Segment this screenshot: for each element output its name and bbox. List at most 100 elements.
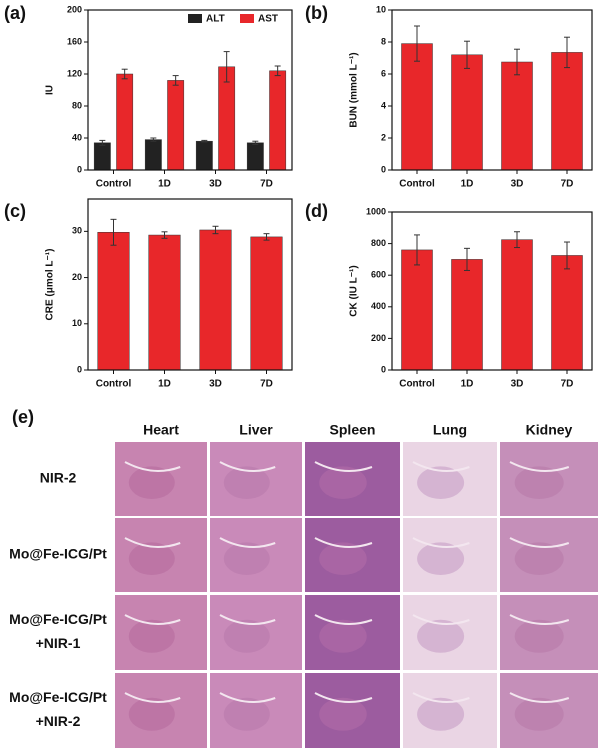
column-header: Spleen — [330, 422, 376, 438]
x-tick-label: 1D — [461, 379, 474, 390]
bar — [501, 239, 533, 371]
y-tick-label: 6 — [381, 68, 386, 78]
y-tick-label: 10 — [376, 4, 386, 14]
bar — [451, 54, 483, 171]
bar — [144, 139, 162, 171]
y-tick-label: 0 — [77, 164, 82, 174]
bar — [246, 142, 264, 171]
error-bar — [110, 218, 117, 246]
x-tick-label: 1D — [158, 179, 171, 190]
tissue-vessel — [124, 614, 181, 625]
tissue-texture — [514, 466, 564, 499]
error-bar — [564, 36, 570, 69]
error-bar — [464, 40, 470, 69]
y-axis-label: CRE (μmol L⁻¹) — [45, 249, 56, 321]
bar — [167, 80, 185, 171]
plot-frame — [391, 9, 593, 171]
tissue-texture — [417, 542, 465, 575]
panel-label: (a) — [4, 3, 26, 23]
row-label: Mo@Fe-ICG/Pt — [9, 546, 107, 562]
tissue-texture — [223, 542, 270, 575]
y-tick-label: 600 — [371, 270, 386, 280]
y-tick-label: 2 — [381, 132, 386, 142]
error-bar — [263, 233, 270, 241]
tissue-vessel — [124, 461, 181, 472]
y-tick-label: 1000 — [366, 206, 386, 216]
tissue-vessel — [509, 537, 570, 548]
column-header: Lung — [433, 422, 467, 438]
tissue-texture — [319, 697, 367, 731]
y-axis-label: IU — [45, 85, 56, 95]
bar — [195, 140, 213, 171]
bar — [451, 259, 483, 371]
error-bar — [150, 137, 157, 142]
error-bar — [99, 139, 106, 146]
legend-label: ALT — [206, 14, 225, 25]
tissue-vessel — [314, 692, 373, 703]
y-tick-label: 40 — [72, 132, 82, 142]
y-tick-label: 400 — [371, 301, 386, 311]
y-tick-label: 4 — [381, 100, 386, 110]
tissue-vessel — [412, 614, 470, 625]
tissue-texture — [128, 697, 175, 731]
panel-label: (c) — [4, 201, 26, 221]
tissue-vessel — [219, 692, 276, 703]
bar — [199, 229, 232, 371]
panel-label: (e) — [12, 407, 34, 427]
column-header: Liver — [239, 422, 273, 438]
x-tick-label: 1D — [158, 379, 171, 390]
tissue-vessel — [219, 461, 276, 472]
error-bar — [252, 140, 259, 145]
tissue-texture — [417, 466, 465, 499]
row-label: Mo@Fe-ICG/Pt — [9, 689, 107, 705]
tissue-texture — [417, 619, 465, 653]
bar — [501, 61, 533, 171]
error-bar — [414, 25, 420, 62]
panel-label: (b) — [305, 3, 328, 23]
x-tick-label: 7D — [561, 379, 574, 390]
tissue-texture — [319, 619, 367, 653]
tissue-vessel — [412, 537, 470, 548]
plot-frame — [391, 211, 593, 371]
bar — [401, 43, 433, 171]
error-bar — [172, 75, 179, 86]
tissue-vessel — [314, 614, 373, 625]
bar — [250, 236, 283, 371]
legend-swatch — [188, 14, 202, 23]
x-tick-label: 3D — [511, 379, 524, 390]
tissue-texture — [514, 619, 564, 653]
bar — [116, 73, 134, 171]
bar — [551, 255, 583, 371]
plot-frame — [87, 9, 293, 171]
x-tick-label: Control — [96, 179, 132, 190]
y-tick-label: 0 — [381, 164, 386, 174]
bar — [269, 70, 287, 171]
tissue-vessel — [509, 461, 570, 472]
legend-label: AST — [258, 14, 278, 25]
x-tick-label: 3D — [209, 179, 222, 190]
error-bar — [274, 65, 281, 77]
y-tick-label: 0 — [381, 364, 386, 374]
x-tick-label: 1D — [461, 179, 474, 190]
tissue-texture — [128, 619, 175, 653]
tissue-texture — [319, 466, 367, 499]
y-tick-label: 800 — [371, 238, 386, 248]
panel-label: (d) — [305, 201, 328, 221]
bar — [97, 232, 130, 371]
row-label: Mo@Fe-ICG/Pt — [9, 611, 107, 627]
y-tick-label: 8 — [381, 36, 386, 46]
error-bar — [514, 48, 520, 76]
y-tick-label: 200 — [67, 4, 82, 14]
y-tick-label: 30 — [72, 226, 82, 236]
tissue-texture — [223, 697, 270, 731]
y-axis-label: BUN (mmol L⁻¹) — [349, 52, 360, 127]
error-bar — [414, 234, 420, 266]
row-label: +NIR-1 — [36, 635, 81, 651]
row-label: +NIR-2 — [36, 713, 81, 729]
tissue-texture — [223, 619, 270, 653]
y-tick-label: 160 — [67, 36, 82, 46]
tissue-vessel — [314, 461, 373, 472]
plot-frame — [87, 198, 293, 371]
x-tick-label: 3D — [209, 379, 222, 390]
